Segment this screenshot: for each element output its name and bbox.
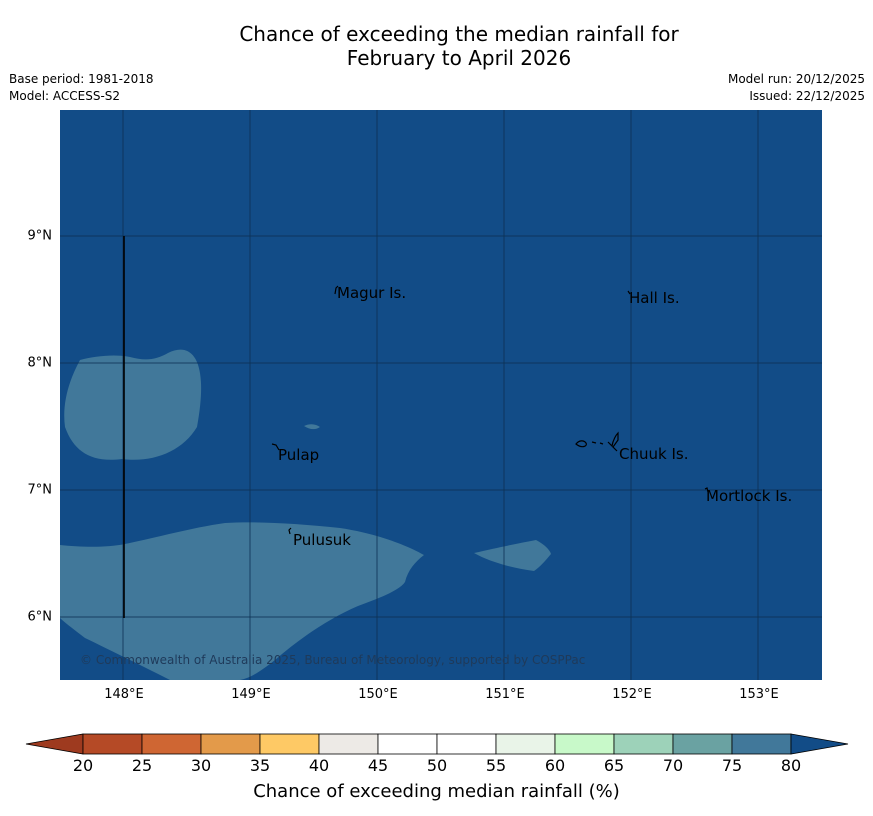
colorbar-cell-60-65	[554, 733, 615, 755]
colorbar-cell-70-75	[672, 733, 733, 755]
base-period: Base period: 1981-2018	[9, 72, 154, 86]
colorbar-cell-35-40	[259, 733, 320, 755]
colorbar-tick-55: 55	[485, 756, 507, 775]
lon-label-151e: 151°E	[485, 687, 525, 702]
region-70-75-small	[304, 424, 320, 430]
island-chuuk-reef	[591, 431, 619, 452]
region-70-75-west	[64, 349, 202, 460]
colorbar-tick-45: 45	[367, 756, 389, 775]
colorbar-cell-45-50	[377, 733, 438, 755]
colorbar-cell-50-55	[436, 733, 497, 755]
meta-left: Base period: 1981-2018 Model: ACCESS-S2	[9, 71, 154, 105]
island-mortlock	[704, 487, 709, 493]
colorbar-cells	[25, 733, 849, 755]
colorbar-tick-65: 65	[603, 756, 625, 775]
colorbar-cell-25-30	[141, 733, 202, 755]
graticule	[60, 110, 822, 680]
lon-label-148e: 148°E	[104, 687, 144, 702]
colorbar-tick-35: 35	[249, 756, 271, 775]
island-outlines	[271, 285, 709, 535]
region-70-75-south	[60, 522, 424, 680]
lon-label-152e: 152°E	[612, 687, 652, 702]
colorbar-tick-30: 30	[190, 756, 212, 775]
place-pulusuk: Pulusuk	[293, 531, 351, 549]
meta-right: Model run: 20/12/2025 Issued: 22/12/2025	[728, 71, 865, 105]
island-pulap	[271, 443, 280, 451]
colorbar-label: Chance of exceeding median rainfall (%)	[253, 781, 620, 802]
chart-title: Chance of exceeding the median rainfall …	[0, 22, 873, 70]
island-magur	[334, 285, 339, 295]
colorbar-svg	[25, 733, 849, 755]
colorbar-tick-25: 25	[131, 756, 153, 775]
colorbar-tick-75: 75	[721, 756, 743, 775]
colorbar-tick-60: 60	[544, 756, 566, 775]
region-70-75-east	[474, 540, 551, 571]
map-svg	[60, 110, 822, 680]
colorbar-cell-30-35	[200, 733, 261, 755]
title-line-1: Chance of exceeding the median rainfall …	[239, 22, 679, 46]
colorbar-tick-80: 80	[780, 756, 802, 775]
colorbar-cell-75-80	[731, 733, 792, 755]
colorbar-cell-20-25	[82, 733, 143, 755]
lat-label-7n: 7°N	[27, 482, 53, 498]
model-name: Model: ACCESS-S2	[9, 89, 121, 103]
title-line-2: February to April 2026	[346, 46, 572, 70]
lat-label-6n: 6°N	[27, 609, 53, 625]
lat-label-8n: 8°N	[27, 355, 53, 371]
colorbar-tick-20: 20	[72, 756, 94, 775]
colorbar-tick-50: 50	[426, 756, 448, 775]
copyright-notice: © Commonwealth of Australia 2025, Bureau…	[80, 653, 586, 667]
map-panel[interactable]	[60, 110, 822, 680]
issued-date: Issued: 22/12/2025	[749, 89, 865, 103]
place-mortlock: Mortlock Is.	[706, 487, 793, 505]
place-hall: Hall Is.	[629, 289, 680, 307]
model-run: Model run: 20/12/2025	[727, 72, 865, 86]
colorbar-cell-55-60	[495, 733, 556, 755]
lat-label-9n: 9°N	[27, 228, 53, 244]
colorbar-tick-70: 70	[662, 756, 684, 775]
place-magur: Magur Is.	[337, 284, 407, 302]
island-pulusuk	[288, 527, 292, 535]
colorbar	[24, 732, 850, 758]
island-chuuk-west	[575, 440, 587, 448]
colorbar-cell-40-45	[318, 733, 379, 755]
place-chuuk: Chuuk Is.	[619, 445, 689, 463]
colorbar-cell-above-80	[790, 733, 849, 755]
lon-label-150e: 150°E	[358, 687, 398, 702]
colorbar-tick-40: 40	[308, 756, 330, 775]
island-hall	[627, 290, 631, 295]
place-pulap: Pulap	[278, 446, 320, 464]
lon-label-153e: 153°E	[739, 687, 779, 702]
colorbar-cell-below-20	[25, 733, 84, 755]
colorbar-cell-65-70	[613, 733, 674, 755]
lon-label-149e: 149°E	[231, 687, 271, 702]
